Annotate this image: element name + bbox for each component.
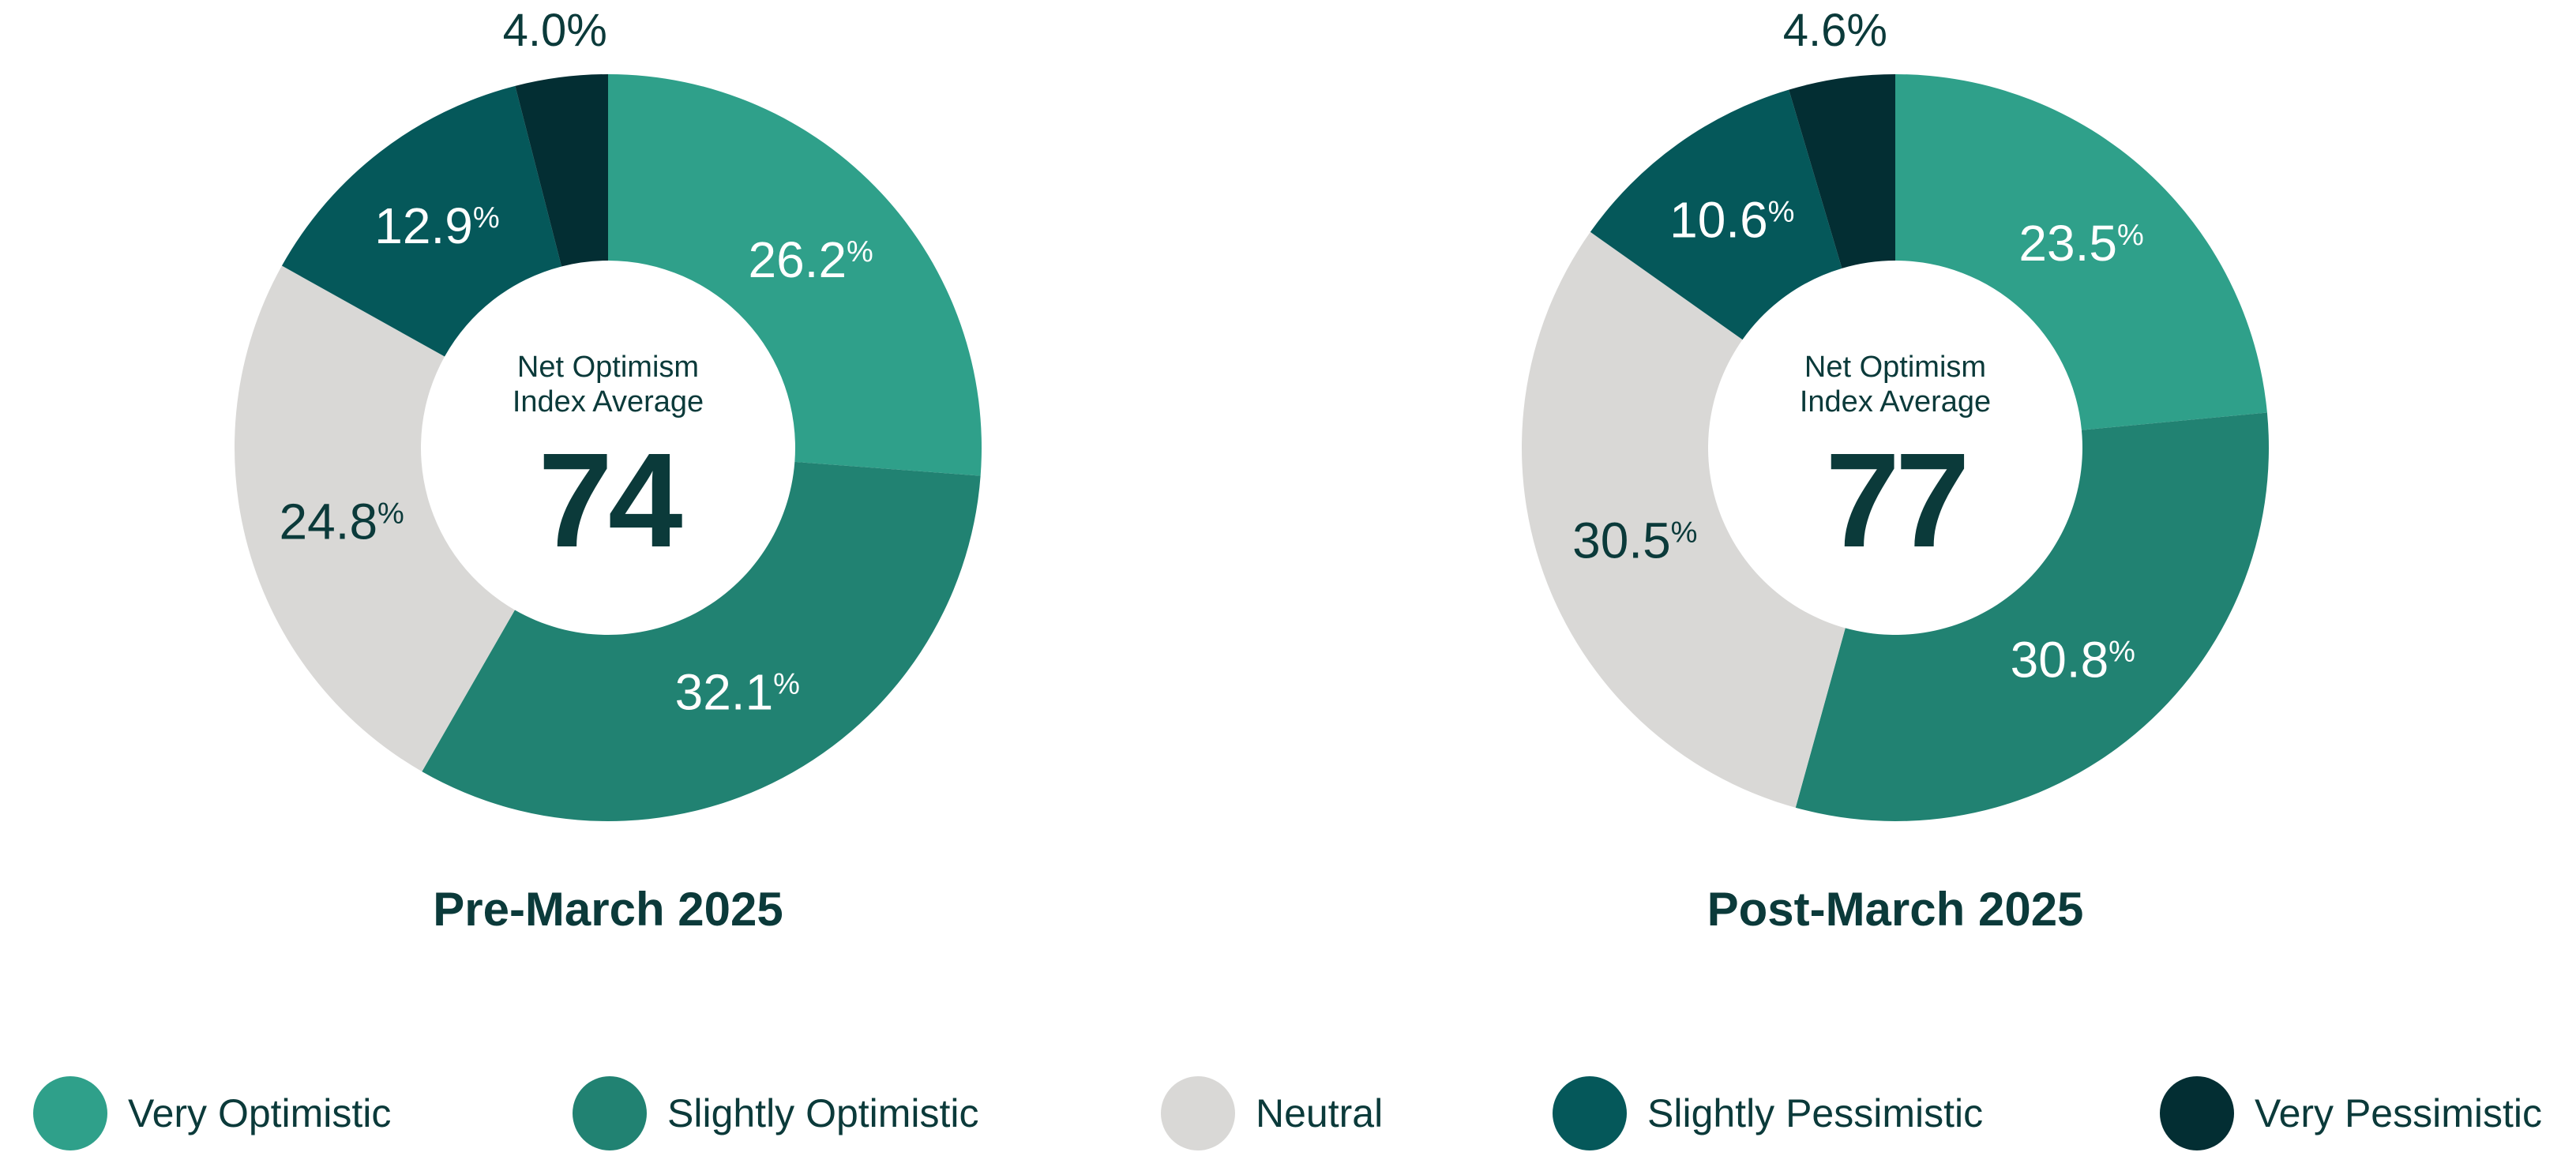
slice-slightly-pessimistic-post-march-2025 — [1590, 89, 1842, 340]
chart-title-post-march-2025: Post-March 2025 — [1707, 883, 2084, 936]
slice-label-slightly-optimistic-pre-march-2025: 32.1% — [675, 663, 800, 720]
legend-item-very-optimistic: Very Optimistic — [33, 1070, 391, 1157]
legend-item-slightly-optimistic: Slightly Optimistic — [573, 1070, 979, 1157]
center-label-line-2-post-march-2025: Index Average — [1800, 385, 1991, 418]
legend-label-slightly-pessimistic: Slightly Pessimistic — [1647, 1091, 1984, 1135]
slice-label-slightly-optimistic-post-march-2025: 30.8% — [2011, 631, 2135, 688]
slice-neutral-pre-march-2025 — [235, 265, 515, 772]
center-label-line-1-post-march-2025: Net Optimism — [1804, 351, 1986, 384]
legend: Very Optimistic Slightly Optimistic Neut… — [0, 1070, 2576, 1157]
legend-label-neutral: Neutral — [1256, 1091, 1384, 1135]
slice-label-neutral-pre-march-2025: 24.8% — [279, 493, 404, 550]
slice-label-slightly-pessimistic-pre-march-2025: 12.9% — [374, 197, 499, 254]
slice-slightly-optimistic-post-march-2025 — [1795, 412, 2269, 822]
center-value-pre-march-2025: 74 — [538, 426, 682, 576]
slice-slightly-pessimistic-pre-march-2025 — [281, 85, 562, 357]
legend-swatch-slightly-optimistic — [573, 1076, 647, 1150]
legend-swatch-very-optimistic — [33, 1076, 107, 1150]
slice-neutral-post-march-2025 — [1522, 231, 1846, 808]
slice-slightly-optimistic-pre-march-2025 — [422, 461, 981, 821]
center-label-line-2-pre-march-2025: Index Average — [513, 385, 704, 418]
slice-very-optimistic-post-march-2025 — [1895, 74, 2267, 430]
legend-swatch-very-pessimistic — [2160, 1076, 2234, 1150]
legend-swatch-neutral — [1161, 1076, 1235, 1150]
chart-title-pre-march-2025: Pre-March 2025 — [433, 883, 783, 936]
legend-item-neutral: Neutral — [1161, 1070, 1383, 1157]
center-value-post-march-2025: 77 — [1825, 426, 1965, 576]
legend-label-very-pessimistic: Very Pessimistic — [2255, 1091, 2542, 1135]
slice-label-neutral-post-march-2025: 30.5% — [1572, 512, 1697, 569]
legend-label-very-optimistic: Very Optimistic — [128, 1091, 392, 1135]
slice-label-very-pessimistic-post-march-2025: 4.6% — [1783, 5, 1887, 56]
legend-item-slightly-pessimistic: Slightly Pessimistic — [1553, 1070, 1983, 1157]
legend-item-very-pessimistic: Very Pessimistic — [2160, 1070, 2542, 1157]
legend-label-slightly-optimistic: Slightly Optimistic — [667, 1091, 979, 1135]
slice-label-very-pessimistic-pre-march-2025: 4.0% — [503, 5, 607, 56]
slice-very-pessimistic-pre-march-2025 — [515, 74, 608, 267]
slice-very-pessimistic-post-march-2025 — [1789, 74, 1895, 268]
center-label-line-1-pre-march-2025: Net Optimism — [517, 351, 699, 384]
donut-pre-march-2025: 26.2% 32.1% 24.8% 12.9% 4.0% Net OptimismInde… — [235, 5, 982, 936]
legend-swatch-slightly-pessimistic — [1553, 1076, 1627, 1150]
slice-label-slightly-pessimistic-post-march-2025: 10.6% — [1669, 192, 1794, 249]
slice-label-very-optimistic-post-march-2025: 23.5% — [2018, 215, 2143, 272]
donut-post-march-2025: 23.5% 30.8% 30.5% 10.6% 4.6% Net OptimismInde… — [1522, 5, 2269, 936]
slice-very-optimistic-pre-march-2025 — [608, 74, 982, 476]
slice-label-very-optimistic-pre-march-2025: 26.2% — [748, 231, 873, 288]
